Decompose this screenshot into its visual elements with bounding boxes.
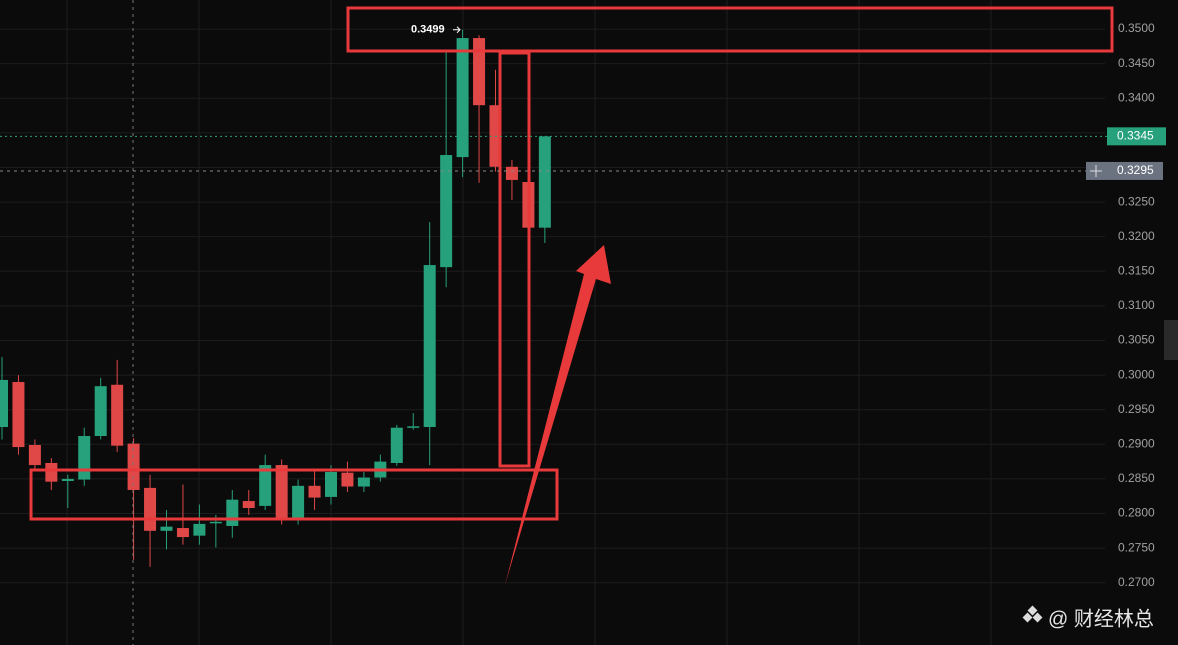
candle-body xyxy=(45,462,58,482)
candle-body xyxy=(325,471,337,497)
candle-body xyxy=(341,472,354,487)
candle-body xyxy=(28,444,41,466)
grid xyxy=(0,0,1105,645)
highlight-box xyxy=(498,51,531,468)
candle-body xyxy=(473,38,486,106)
candle-body xyxy=(390,427,403,463)
watermark-icon xyxy=(1022,605,1043,623)
candle-body xyxy=(440,155,453,268)
y-tick-label: 0.3250 xyxy=(1118,194,1155,208)
candle-body xyxy=(209,521,222,524)
candle-body xyxy=(308,485,321,498)
high-arrow xyxy=(453,26,461,34)
scroll-handle xyxy=(1164,320,1178,360)
watermark: @ 财经林总 xyxy=(1048,607,1154,630)
candle-body xyxy=(111,384,124,446)
annotations xyxy=(29,6,1114,521)
candle-body xyxy=(78,435,91,480)
candle-body xyxy=(193,523,206,536)
trend-arrow xyxy=(505,245,611,585)
last-price-tag xyxy=(1107,127,1166,146)
candle-body xyxy=(456,38,469,158)
candle-body xyxy=(423,265,436,428)
candle-body xyxy=(505,166,518,180)
candle-body xyxy=(0,379,8,428)
high-label: 0.3499 xyxy=(411,24,445,36)
candle-body xyxy=(144,487,157,531)
candle-body xyxy=(12,382,25,448)
crosshair-tag xyxy=(1086,161,1163,180)
highlight-box xyxy=(346,6,1114,53)
y-tick-label: 0.3450 xyxy=(1118,56,1155,70)
candle-body xyxy=(226,499,239,526)
y-tick-label: 0.3050 xyxy=(1118,333,1155,347)
candle-body xyxy=(176,528,189,538)
y-tick-label: 0.2800 xyxy=(1118,506,1155,520)
y-tick-label: 0.2900 xyxy=(1118,436,1155,450)
candle-body xyxy=(242,501,255,508)
y-tick-label: 0.3150 xyxy=(1118,263,1155,277)
candle-body xyxy=(275,465,288,521)
y-tick-label: 0.3200 xyxy=(1118,229,1155,243)
last-price-label: 0.3345 xyxy=(1117,129,1154,143)
y-tick-label: 0.2750 xyxy=(1118,540,1155,554)
highlight-box xyxy=(29,468,559,521)
candle-body xyxy=(160,526,173,531)
candle-body xyxy=(61,478,74,481)
y-tick-label: 0.3400 xyxy=(1118,90,1155,104)
candle-body xyxy=(292,485,305,521)
crosshair-label: 0.3295 xyxy=(1117,163,1154,177)
crosshair-icon xyxy=(1090,164,1102,177)
candle-body xyxy=(94,386,107,436)
candle-body xyxy=(259,465,272,506)
y-tick-label: 0.3100 xyxy=(1118,298,1155,312)
candle-body xyxy=(127,443,140,490)
y-tick-label: 0.2950 xyxy=(1118,402,1155,416)
y-tick-label: 0.2850 xyxy=(1118,471,1155,485)
y-tick-label: 0.3000 xyxy=(1118,367,1155,381)
candle-body xyxy=(538,136,551,228)
y-tick-label: 0.3500 xyxy=(1118,21,1155,35)
candle-body xyxy=(357,477,370,487)
candle-body xyxy=(407,426,420,428)
y-tick-label: 0.2700 xyxy=(1118,575,1155,589)
